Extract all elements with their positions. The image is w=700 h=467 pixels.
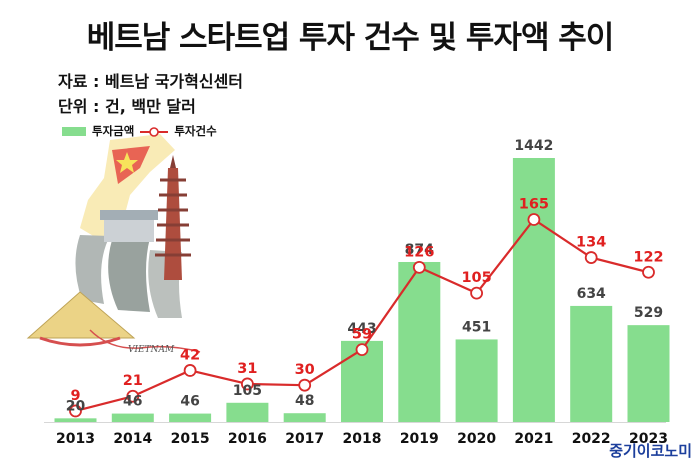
count-point-2014	[126, 389, 140, 403]
x-tick-2022: 2022	[572, 431, 611, 447]
count-point-2021	[527, 213, 541, 226]
x-tick-2020: 2020	[457, 431, 496, 447]
x-tick-2023: 2023	[629, 431, 668, 447]
legend-bar-swatch	[62, 126, 86, 136]
bar-value-label-2015: 46	[180, 394, 199, 410]
x-tick-2021: 2021	[514, 431, 553, 447]
count-point-2020	[470, 286, 484, 300]
count-value-label-2016: 31	[237, 361, 257, 377]
legend-line-swatch	[140, 126, 169, 137]
count-value-label-2018: 59	[352, 327, 372, 343]
x-tick-2018: 2018	[343, 431, 382, 447]
bar-2016	[226, 402, 269, 422]
bar-2023	[627, 325, 670, 422]
brand-logo: 중기이코노미	[609, 442, 692, 460]
legend-line-label: 투자건수	[174, 124, 217, 138]
bar-value-label-2017: 48	[295, 393, 314, 409]
legend: 투자금액 투자건수	[62, 123, 217, 139]
count-value-label-2013: 9	[70, 388, 80, 404]
bar-2020	[455, 339, 498, 422]
bar-value-label-2023: 529	[634, 305, 663, 321]
count-value-label-2021: 165	[519, 197, 549, 213]
count-point-2023	[642, 265, 655, 279]
illustration-label: VIETNAM	[128, 345, 175, 355]
bar-2015	[169, 413, 212, 422]
vietnam-illustration	[26, 134, 201, 353]
bar-value-label-2019: 874	[405, 242, 434, 258]
count-value-label-2019: 126	[404, 244, 434, 260]
x-tick-2017: 2017	[285, 431, 324, 447]
bar-2021	[512, 158, 555, 422]
unit-note: 단위 : 건, 백만 달러	[58, 97, 196, 116]
count-value-label-2023: 122	[633, 249, 663, 265]
count-point-2018	[355, 343, 369, 356]
chart-title: 베트남 스타트업 투자 건수 및 투자액 추이	[86, 20, 615, 56]
bar-value-label-2021: 1442	[514, 138, 553, 154]
count-value-label-2017: 30	[295, 362, 315, 378]
count-point-2015	[183, 364, 197, 377]
bar-value-label-2014: 46	[123, 394, 142, 410]
x-tick-2016: 2016	[228, 431, 267, 447]
bar-value-label-2016: 105	[233, 383, 262, 399]
count-point-2013	[69, 404, 82, 418]
bar-2019	[398, 261, 441, 422]
bar-value-label-2022: 634	[577, 286, 606, 302]
bar-value-label-2013: 20	[66, 398, 86, 414]
bar-value-label-2020: 451	[462, 319, 491, 335]
count-value-label-2015: 42	[180, 347, 200, 363]
count-value-label-2020: 105	[461, 270, 491, 286]
bar-2013	[54, 418, 97, 422]
bar-2022	[570, 305, 613, 422]
count-point-2022	[584, 251, 598, 264]
x-tick-2014: 2014	[113, 431, 152, 447]
x-tick-2013: 2013	[56, 431, 95, 447]
count-point-2016	[240, 377, 254, 391]
source-note: 자료 : 베트남 국가혁신센터	[58, 72, 244, 91]
x-tick-2019: 2019	[400, 431, 439, 447]
bar-value-label-2018: 443	[347, 321, 376, 337]
count-value-label-2022: 134	[576, 235, 606, 251]
bar-2017	[283, 413, 326, 422]
x-tick-2015: 2015	[171, 431, 210, 447]
count-value-label-2014: 21	[123, 373, 143, 389]
legend-bar-label: 투자금액	[92, 124, 135, 138]
count-point-2017	[298, 378, 312, 392]
count-point-2019	[412, 260, 426, 274]
bar-2014	[111, 413, 154, 422]
